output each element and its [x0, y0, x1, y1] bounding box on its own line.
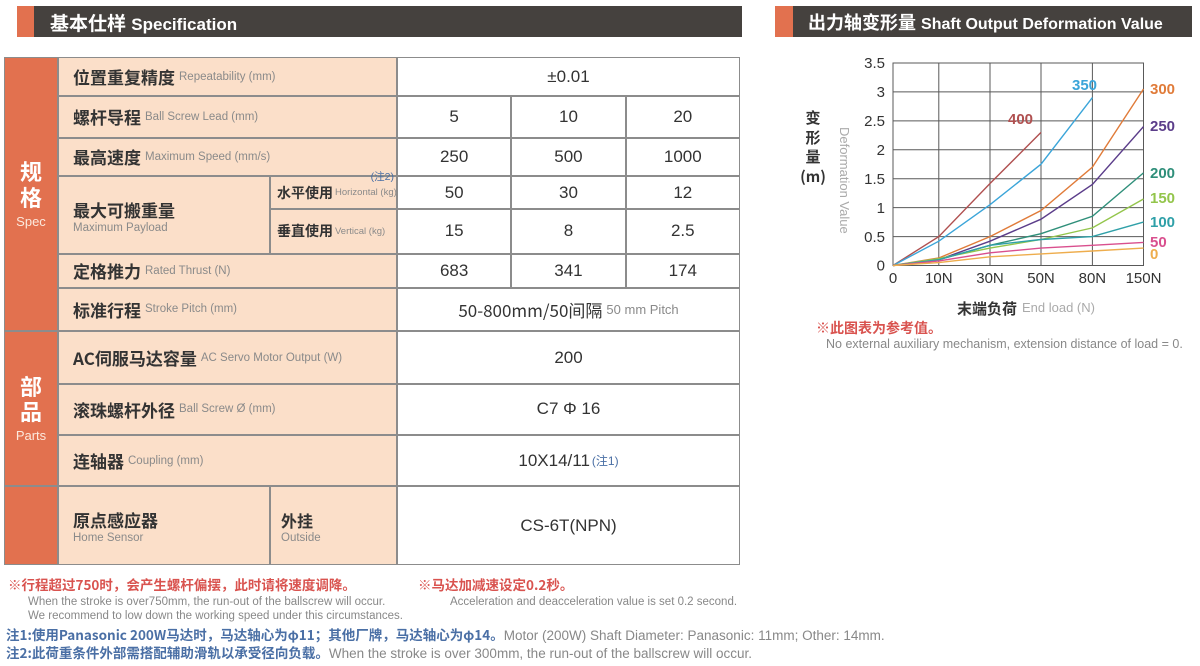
svg-text:50N: 50N	[1027, 270, 1055, 287]
svg-text:300: 300	[1150, 81, 1175, 98]
svg-text:150: 150	[1150, 190, 1175, 207]
svg-text:350: 350	[1072, 77, 1097, 94]
svg-text:10N: 10N	[925, 270, 953, 287]
svg-text:0: 0	[889, 270, 897, 287]
svg-text:3.5: 3.5	[864, 55, 885, 72]
svg-text:250: 250	[1150, 118, 1175, 135]
svg-text:1.5: 1.5	[864, 171, 885, 188]
svg-text:0: 0	[1150, 246, 1158, 263]
svg-text:30N: 30N	[976, 270, 1004, 287]
svg-text:400: 400	[1008, 111, 1033, 128]
svg-text:0.5: 0.5	[864, 229, 885, 246]
svg-text:2: 2	[877, 142, 885, 159]
svg-text:0: 0	[877, 258, 885, 275]
svg-text:150N: 150N	[1126, 270, 1162, 287]
svg-text:100: 100	[1150, 214, 1175, 231]
svg-text:1: 1	[877, 200, 885, 217]
svg-text:3: 3	[877, 84, 885, 101]
svg-text:2.5: 2.5	[864, 113, 885, 130]
svg-text:80N: 80N	[1079, 270, 1107, 287]
svg-text:200: 200	[1150, 165, 1175, 182]
